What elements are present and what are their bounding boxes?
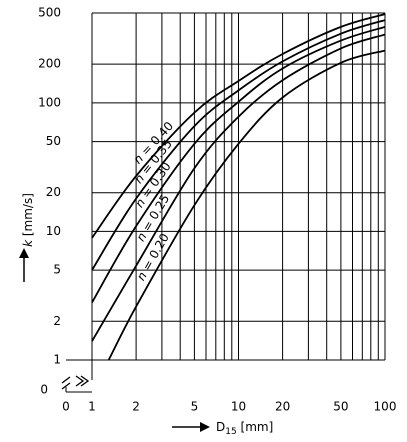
- series-line: [107, 49, 386, 361]
- y-axis-label: k [mm/s]: [21, 193, 35, 247]
- x-axis-break-mark: [80, 375, 90, 387]
- x-axis-label: D15 [mm]: [216, 420, 273, 437]
- y-origin-label: 0: [40, 383, 48, 397]
- x-axis-arrow: [172, 422, 210, 432]
- x-tick-label: 5: [191, 400, 199, 414]
- y-axis-break-mark: [61, 376, 71, 390]
- svg-text:k [mm/s]: k [mm/s]: [21, 193, 35, 247]
- x-axis-unit: [mm]: [237, 420, 274, 434]
- y-axis-variable: k: [21, 239, 35, 247]
- x-axis-subscript: 15: [225, 427, 236, 437]
- x-origin-label: 0: [62, 400, 70, 414]
- x-axis-variable: D: [216, 420, 225, 434]
- series-line: [91, 13, 386, 239]
- series-line: [91, 26, 386, 303]
- x-tick-label: 50: [333, 400, 348, 414]
- y-tick-label: 2: [53, 314, 61, 328]
- y-tick-label: 500: [38, 6, 61, 20]
- y-tick-label: 10: [46, 224, 61, 238]
- y-tick-label: 20: [46, 185, 61, 199]
- grid-layer: [65, 12, 386, 393]
- series-line: [91, 33, 386, 342]
- curve-layer: [91, 13, 386, 361]
- x-tick-label: 2: [132, 400, 140, 414]
- y-tick-label: 50: [46, 134, 61, 148]
- y-axis-break-mark: [60, 376, 72, 388]
- x-axis-break-mark: [75, 375, 85, 387]
- x-tick-label: 20: [275, 400, 290, 414]
- y-tick-label: 100: [38, 95, 61, 109]
- x-tick-label: 1: [88, 400, 96, 414]
- y-tick-label: 5: [53, 263, 61, 277]
- y-tick-label: 200: [38, 57, 61, 71]
- x-tick-label: 10: [231, 400, 246, 414]
- y-axis-unit: [mm/s]: [21, 193, 35, 240]
- x-tick-label: 100: [374, 400, 397, 414]
- y-tick-label: 1: [53, 353, 61, 367]
- y-axis-arrow: [19, 248, 29, 282]
- tick-layer: 1 2 5 10 20 50 100 1 2 5 10 20 50 100 200 500: [38, 6, 396, 414]
- series-line: [91, 19, 386, 271]
